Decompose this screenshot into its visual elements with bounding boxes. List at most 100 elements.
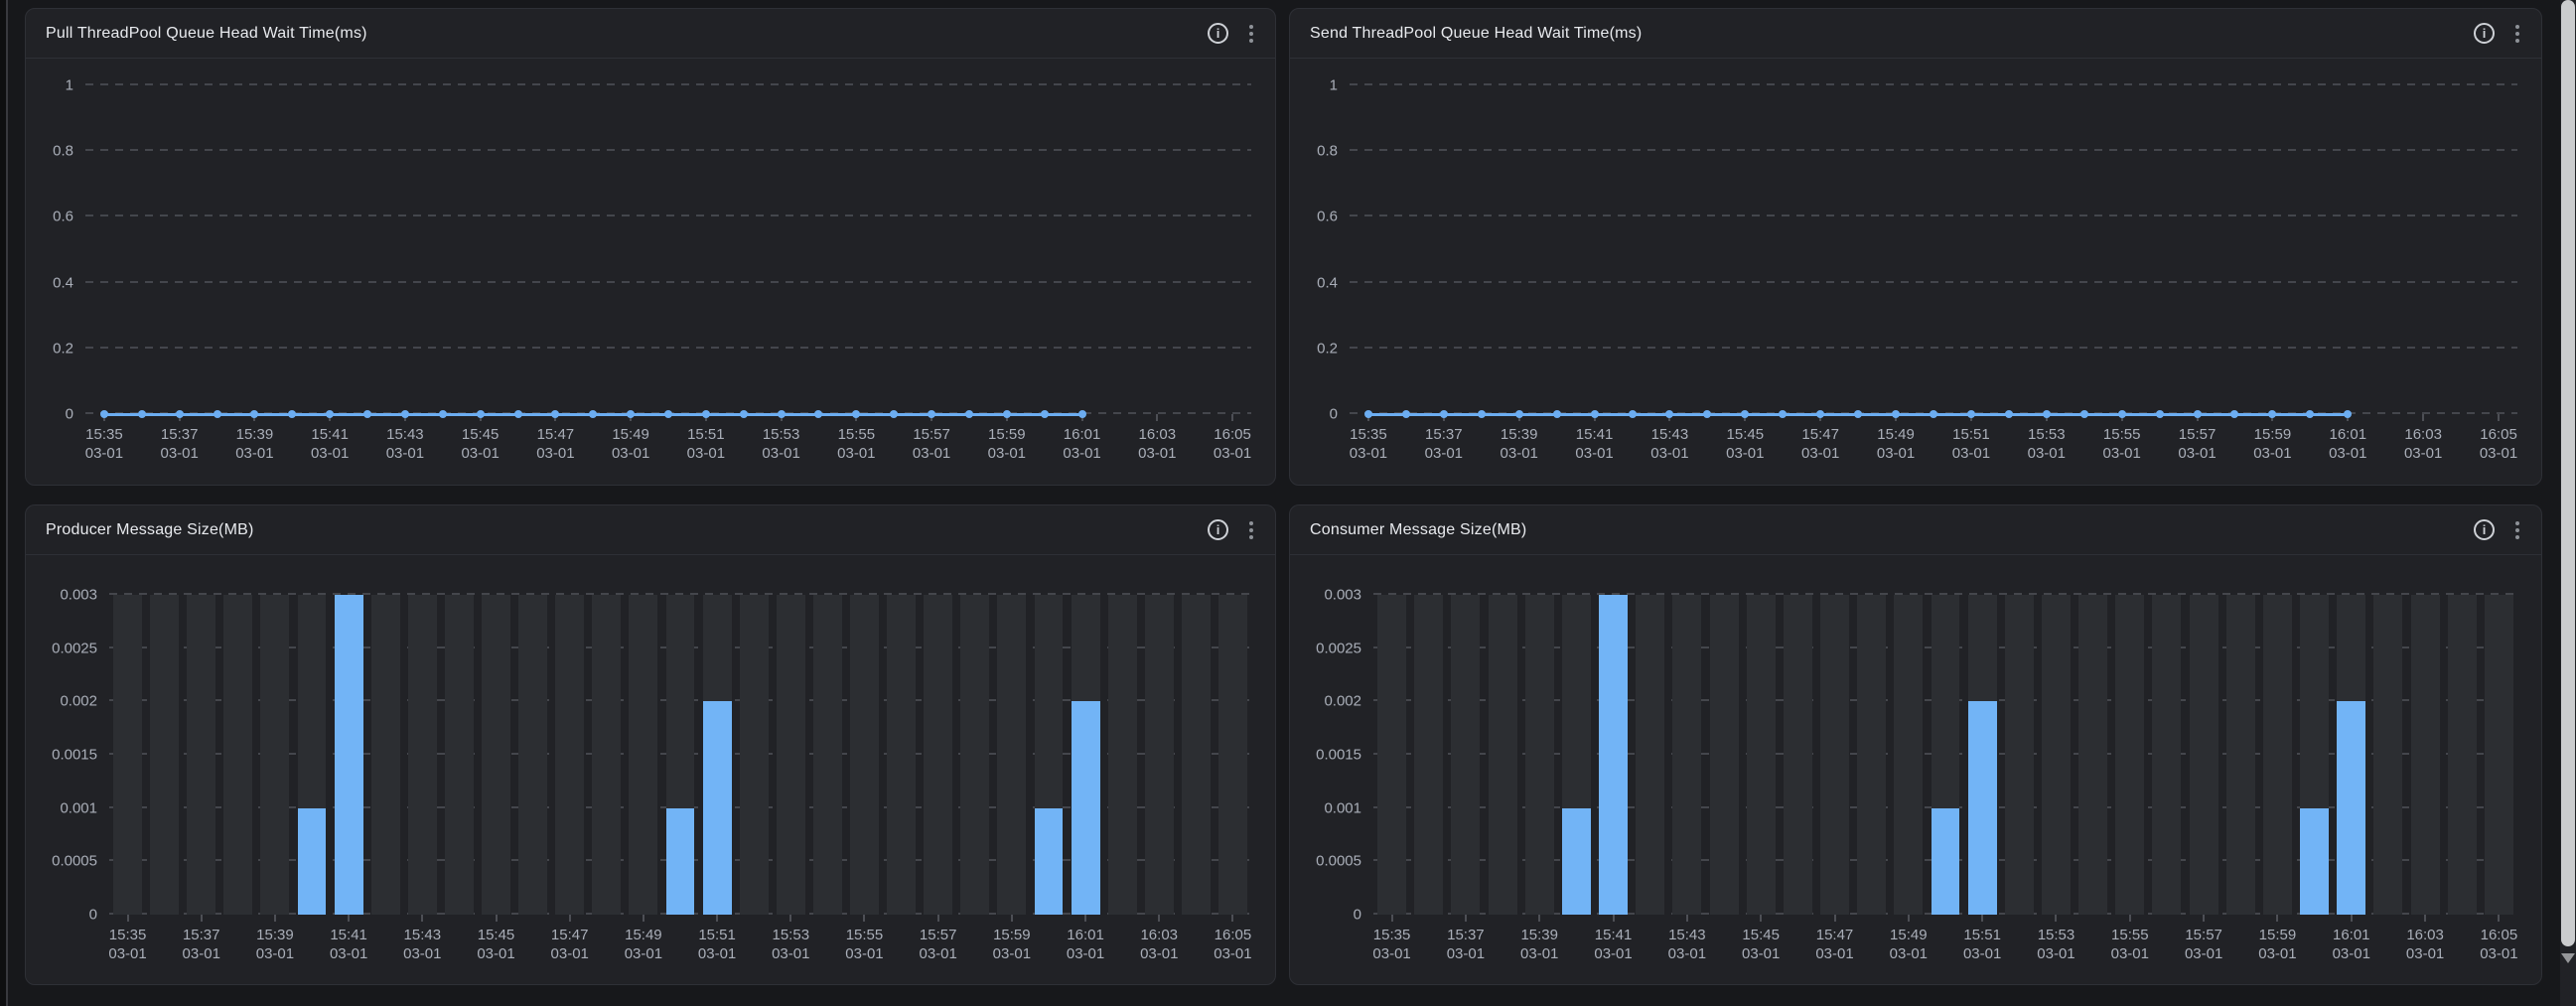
backdrop-bar [2115, 595, 2144, 915]
send-threadpool-wait-time-chart: 10.80.60.40.2015:3503-0115:3703-0115:390… [1290, 59, 2541, 485]
x-axis-label: 15:3503-01 [1372, 926, 1410, 963]
x-axis-label: 15:4103-01 [330, 926, 367, 963]
x-axis-label: 15:4303-01 [403, 926, 441, 963]
x-axis-label: 15:5703-01 [2178, 425, 2216, 463]
x-axis-tick [2422, 414, 2424, 421]
y-gridline [85, 215, 1251, 216]
backdrop-bar [2078, 595, 2107, 915]
x-axis-tick [1011, 915, 1013, 922]
x-axis-label: 15:3903-01 [1520, 926, 1558, 963]
x-axis-label: 15:5303-01 [772, 926, 809, 963]
data-point-marker [439, 410, 447, 418]
y-gridline [85, 347, 1251, 349]
consumer-message-size-chart: 0.0030.00250.0020.00150.0010.0005015:350… [1290, 555, 2541, 984]
data-point-marker [778, 410, 786, 418]
x-axis-tick [496, 915, 498, 922]
x-axis-label: 15:4103-01 [1575, 425, 1613, 463]
y-gridline [85, 149, 1251, 151]
kebab-menu-icon[interactable] [2513, 23, 2521, 45]
data-point-marker [664, 410, 672, 418]
data-point-marker [890, 410, 898, 418]
vertical-scrollbar[interactable] [2560, 0, 2576, 1006]
x-axis-label: 15:3703-01 [1447, 926, 1485, 963]
y-axis-label: 0.2 [1317, 340, 1338, 357]
backdrop-bar [445, 595, 474, 915]
scrollbar-down-arrow-icon[interactable] [2561, 953, 2575, 963]
y-axis-label: 0.002 [60, 693, 97, 710]
data-point-marker [2230, 410, 2238, 418]
x-axis-label: 15:3703-01 [160, 425, 198, 463]
x-axis-label: 15:5903-01 [993, 926, 1031, 963]
info-icon[interactable]: i [2474, 23, 2495, 44]
data-point-marker [551, 410, 559, 418]
backdrop-bar [260, 595, 289, 915]
backdrop-bar [813, 595, 842, 915]
x-axis-tick [274, 915, 276, 922]
bar [666, 808, 695, 915]
dashboard-grid: Pull ThreadPool Queue Head Wait Time(ms)… [25, 8, 2542, 985]
x-axis-label: 15:5903-01 [2258, 926, 2296, 963]
backdrop-bar [740, 595, 769, 915]
x-axis-label: 16:0503-01 [1214, 425, 1251, 463]
x-axis-label: 15:5103-01 [698, 926, 736, 963]
info-icon[interactable]: i [2474, 519, 2495, 540]
kebab-menu-icon[interactable] [1247, 519, 1255, 541]
x-axis-tick [127, 915, 129, 922]
y-gridline [1350, 215, 2517, 216]
data-point-marker [740, 410, 748, 418]
x-axis-label: 15:4903-01 [1877, 425, 1915, 463]
bar [298, 808, 327, 915]
x-axis-tick [1538, 915, 1540, 922]
panel-header: Producer Message Size(MB) i [26, 505, 1275, 555]
x-axis-label: 15:4903-01 [1890, 926, 1928, 963]
panel-title: Pull ThreadPool Queue Head Wait Time(ms) [46, 25, 367, 43]
x-axis-label: 16:0503-01 [2480, 425, 2517, 463]
data-point-marker [2080, 410, 2088, 418]
x-axis-label: 15:3903-01 [235, 425, 273, 463]
x-axis-label: 16:0103-01 [2329, 425, 2366, 463]
x-axis-tick [863, 915, 865, 922]
x-axis-label: 15:4903-01 [625, 926, 662, 963]
kebab-menu-icon[interactable] [1247, 23, 1255, 45]
scrollbar-thumb[interactable] [2561, 0, 2575, 946]
x-axis-label: 15:5103-01 [1963, 926, 2001, 963]
data-point-marker [326, 410, 334, 418]
y-axis-label: 1 [1330, 77, 1338, 94]
data-point-marker [1703, 410, 1711, 418]
backdrop-bar [1182, 595, 1211, 915]
kebab-menu-icon[interactable] [2513, 519, 2521, 541]
panel-header-actions: i [2474, 519, 2521, 541]
y-gridline [1350, 281, 2517, 283]
backdrop-bar [960, 595, 989, 915]
y-gridline [85, 83, 1251, 85]
data-point-marker [2005, 410, 2013, 418]
x-axis-label: 15:3503-01 [85, 425, 123, 463]
plot-area: 10.80.60.40.2015:3503-0115:3703-0115:390… [1350, 85, 2517, 414]
x-axis-tick [2498, 414, 2500, 421]
panel-header-actions: i [1208, 519, 1255, 541]
x-axis-label: 15:4503-01 [1726, 425, 1764, 463]
info-icon[interactable]: i [1208, 23, 1228, 44]
y-axis-label: 0.001 [1324, 799, 1361, 816]
data-point-marker [1440, 410, 1448, 418]
data-point-marker [477, 410, 485, 418]
x-axis-label: 16:0503-01 [1214, 926, 1251, 963]
x-axis-tick [1156, 414, 1158, 421]
x-axis-label: 16:0303-01 [2404, 425, 2442, 463]
x-axis-label: 15:4103-01 [1594, 926, 1632, 963]
x-axis-label: 15:4703-01 [1815, 926, 1853, 963]
x-axis-label: 15:4503-01 [1742, 926, 1780, 963]
backdrop-bar [2373, 595, 2402, 915]
x-axis-tick [2498, 915, 2500, 922]
backdrop-bar [408, 595, 437, 915]
x-axis-label: 15:5303-01 [2037, 926, 2075, 963]
y-axis-label: 0.003 [1324, 587, 1361, 604]
info-icon[interactable]: i [1208, 519, 1228, 540]
x-axis-label: 15:4703-01 [536, 425, 574, 463]
backdrop-bar [629, 595, 657, 915]
x-axis-label: 15:4703-01 [551, 926, 589, 963]
backdrop-bar [187, 595, 215, 915]
backdrop-bar [1784, 595, 1812, 915]
page-left-edge [0, 0, 8, 1006]
data-point-marker [627, 410, 635, 418]
